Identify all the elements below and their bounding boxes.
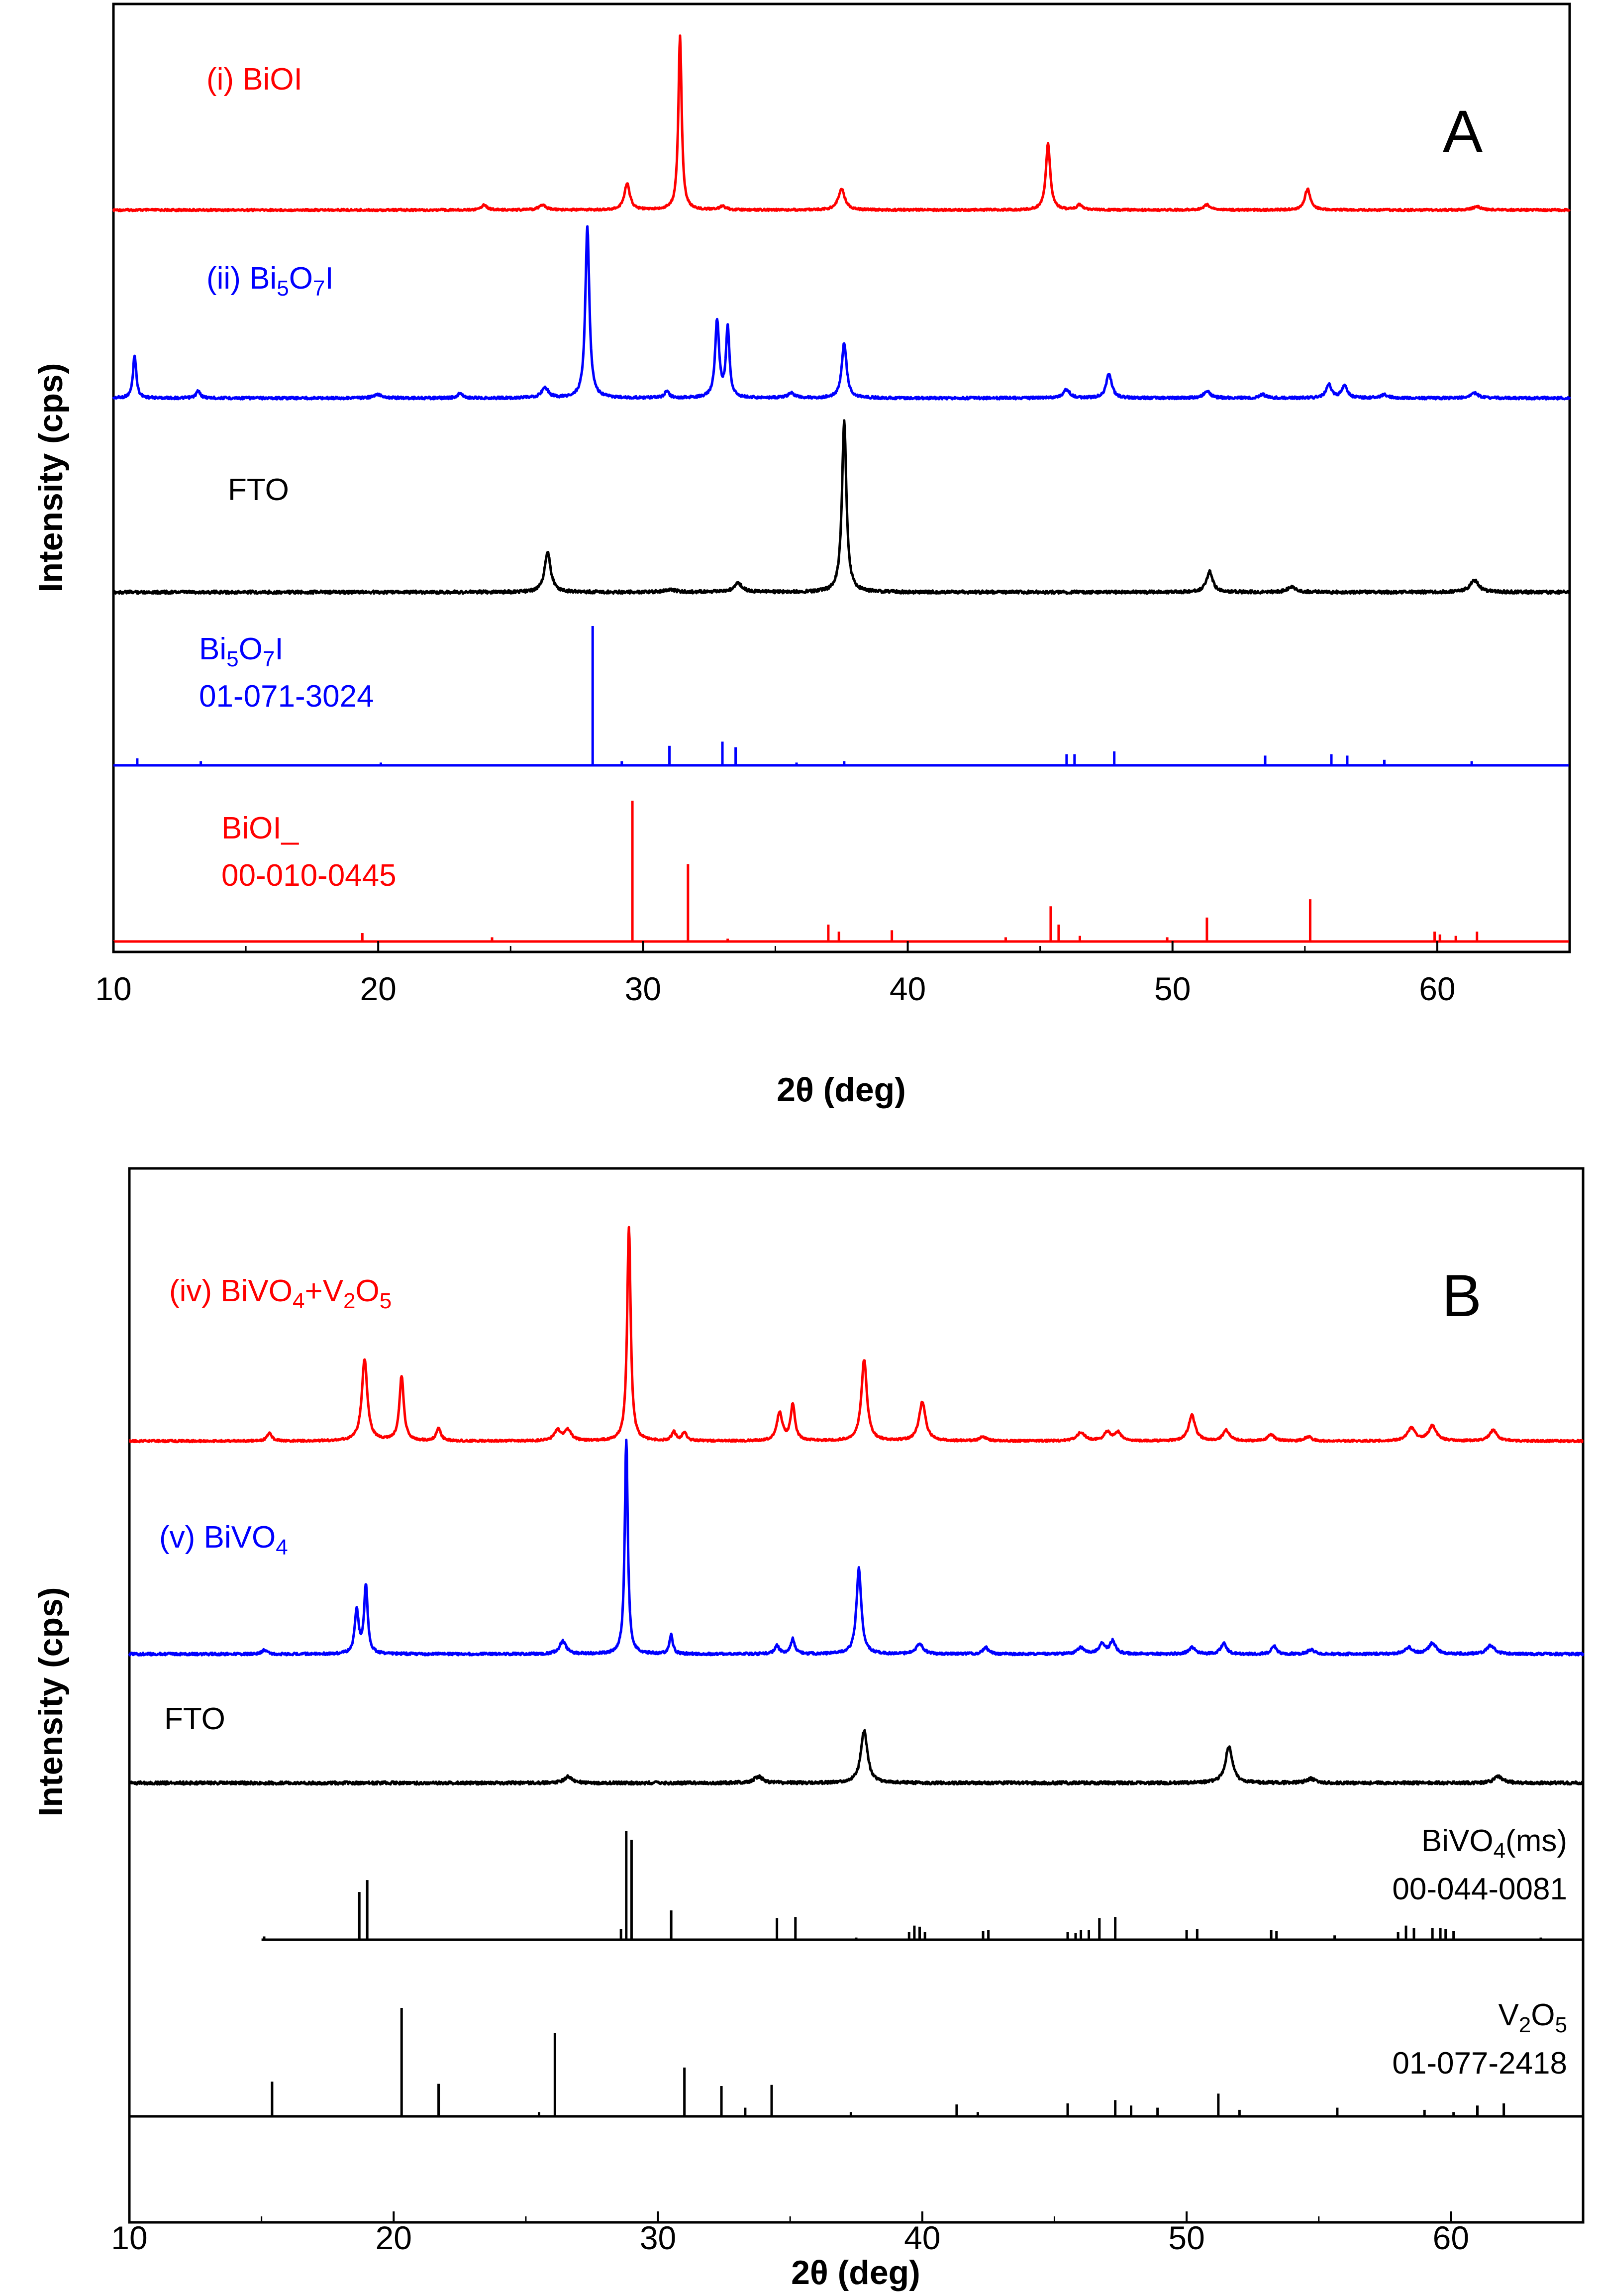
panel-b-v2o5-ref-label-code: 01-077-2418	[1392, 2046, 1567, 2081]
panel-a-bi5o7i-pattern-label: (ii) Bi5O7I	[206, 261, 334, 301]
panel-a-xtick-label-30: 30	[625, 970, 661, 1007]
panel-a-xtick-label-50: 50	[1154, 970, 1191, 1007]
panel-a-xtick-label-60: 60	[1419, 970, 1455, 1007]
panel-a-frame	[112, 2, 1571, 953]
panel-a-bioi-ref-label-code: 00-010-0445	[221, 858, 397, 893]
panel-b-bivo4-pattern-label: (v) BiVO4	[159, 1520, 288, 1560]
panel-a-biohi-pattern-label: (i) BiOI	[206, 62, 302, 97]
panel-a-bi5o7i-pattern-line	[112, 225, 1571, 401]
panel-a-xtick-label-20: 20	[360, 970, 396, 1007]
panel-b-xtick-label-60: 60	[1433, 2219, 1469, 2256]
panel-a: A (i) BiOI (ii) Bi5O7I FTO Bi5O7I 01-071-302…	[32, 2, 1571, 1109]
panel-b-fto-pattern-b-line	[128, 1729, 1584, 1786]
panel-b-bivo4-ref-label-code: 00-044-0081	[1392, 1872, 1567, 1906]
panel-a-fto-pattern-a-line	[112, 419, 1571, 595]
panel-a-letter: A	[1443, 98, 1483, 165]
panel-b-bivo4-v2o5-pattern-label: (iv) BiVO4+V2O5	[169, 1274, 392, 1313]
panel-b-xtick-label-30: 30	[640, 2219, 676, 2256]
panel-a-bi5o7i-ref-label-code: 01-071-3024	[199, 679, 374, 714]
panel-b-letter: B	[1442, 1262, 1482, 1329]
panel-a-bioi-ref-label: BiOI_	[221, 811, 300, 845]
panel-b-xtick-label-20: 20	[376, 2219, 412, 2256]
panel-b-bivo4-v2o5-pattern-line	[128, 1226, 1584, 1444]
panel-a-ylabel: Intensity (cps)	[32, 363, 70, 593]
panel-b-bivo4-ref-label: BiVO4(ms)	[1421, 1824, 1567, 1863]
panel-a-xlabel: 2θ (deg)	[777, 1071, 906, 1109]
panel-b-v2o5-ref-label: V2O5	[1498, 1998, 1567, 2037]
panel-b-xtick-label-40: 40	[904, 2219, 940, 2256]
panel-b-ylabel: Intensity (cps)	[32, 1587, 70, 1817]
panel-a-xtick-label-40: 40	[890, 970, 926, 1007]
panel-b-fto-pattern-b-label: FTO	[164, 1702, 225, 1736]
panel-a-fto-pattern-a-label: FTO	[228, 473, 289, 507]
panel-a-xtick-label-10: 10	[95, 970, 131, 1007]
panel-b-frame	[128, 1167, 1585, 2224]
panel-b-xtick-label-50: 50	[1168, 2219, 1204, 2256]
panel-a-biohi-pattern-line	[112, 34, 1571, 212]
panel-b-xlabel: 2θ (deg)	[791, 2254, 920, 2292]
panel-b-xtick-label-10: 10	[111, 2219, 147, 2256]
panel-b-bivo4-pattern-line	[128, 1439, 1585, 1657]
panel-b: B (iv) BiVO4+V2O5 (v) BiVO4 FTO BiVO4(ms) 00…	[32, 1167, 1585, 2292]
panel-a-bi5o7i-ref-label: Bi5O7I	[199, 632, 284, 671]
